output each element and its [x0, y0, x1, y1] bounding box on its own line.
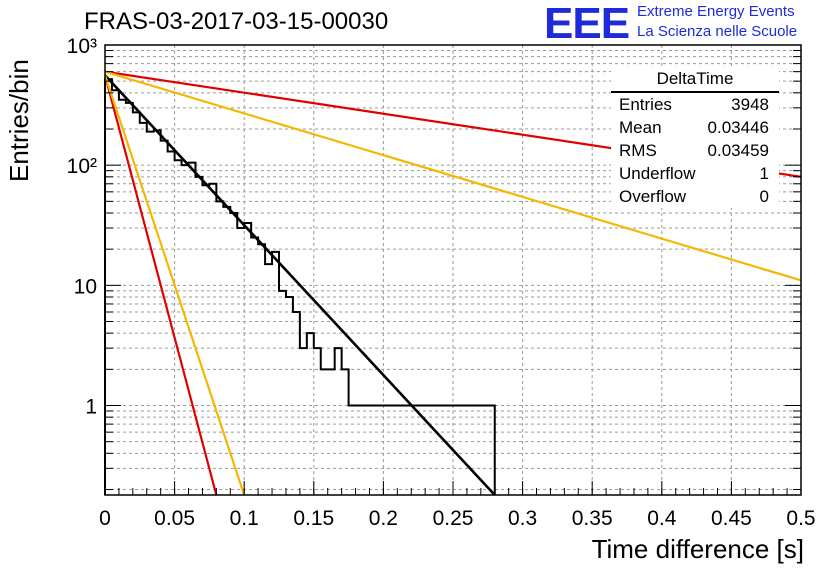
x-tick-label: 0.25 — [433, 507, 474, 530]
fit-line-black — [104, 74, 496, 496]
stats-row-entries: Entries 3948 — [611, 93, 779, 116]
y-tick-label: 10 — [74, 275, 97, 298]
stats-value: 0.03459 — [707, 141, 769, 160]
x-tick-label: 0.05 — [154, 507, 195, 530]
stats-value: 3948 — [731, 95, 769, 114]
stats-row-underflow: Underflow 1 — [611, 162, 779, 185]
stats-value: 0 — [759, 187, 769, 206]
stats-row-overflow: Overflow 0 — [611, 185, 779, 208]
y-tick-label: 10² — [67, 155, 97, 178]
stats-label: Overflow — [619, 187, 687, 206]
x-tick-label: 0.3 — [508, 507, 537, 530]
x-tick-label: 0 — [99, 507, 111, 530]
x-tick-label: 0.35 — [572, 507, 613, 530]
x-tick-label: 0.2 — [369, 507, 398, 530]
axis-ticks: 0 0.05 0.1 0.15 0.2 0.25 0.3 0.35 0.4 0.45 0.51101… — [67, 35, 816, 530]
stats-row-rms: RMS 0.03459 — [611, 139, 779, 162]
y-tick-label: 10³ — [67, 35, 97, 58]
x-tick-label: 0.1 — [230, 507, 259, 530]
logo-line-2: La Scienza nelle Scuole — [637, 23, 798, 40]
chart-title: FRAS-03-2017-03-15-00030 — [84, 8, 389, 35]
x-tick-label: 0.4 — [647, 507, 677, 530]
reference-line-yellow-slow — [104, 70, 802, 282]
x-tick-label: 0.5 — [786, 507, 815, 530]
stats-value: 0.03446 — [707, 118, 769, 137]
stats-row-mean: Mean 0.03446 — [611, 116, 779, 139]
x-tick-label: 0.15 — [293, 507, 334, 530]
reference-line-red-fast — [103, 74, 218, 496]
x-axis-label: Time difference [s] — [591, 534, 804, 564]
stats-label: Underflow — [619, 164, 696, 183]
eee-logo: EEE — [544, 0, 630, 48]
fit-curves — [103, 70, 802, 496]
stats-label: RMS — [619, 141, 657, 160]
y-axis-label: Entries/bin — [4, 59, 34, 182]
stats-label: Entries — [619, 95, 672, 114]
stats-box: DeltaTime Entries 3948 Mean 0.03446 RMS … — [611, 68, 779, 208]
x-tick-label: 0.45 — [711, 507, 752, 530]
y-tick-label: 1 — [85, 396, 97, 419]
reference-line-yellow-fast — [103, 74, 246, 496]
stats-title: DeltaTime — [611, 68, 779, 93]
stats-label: Mean — [619, 118, 662, 137]
logo-line-1: Extreme Energy Events — [637, 3, 795, 20]
stats-value: 1 — [759, 164, 769, 183]
